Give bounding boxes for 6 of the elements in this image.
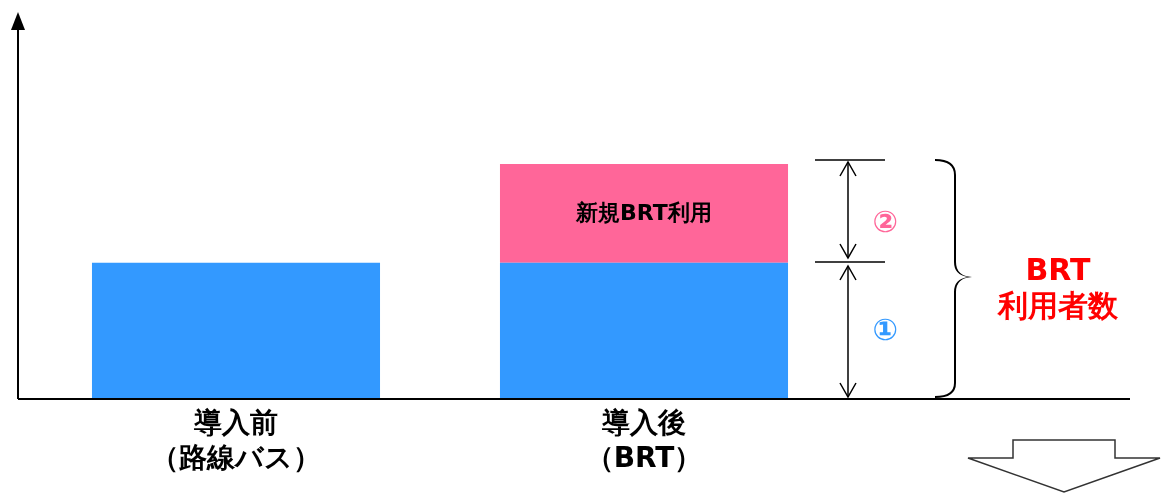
x-tick-label: 導入後（BRT） (585, 405, 703, 474)
x-tick-label: 導入前（路線バス） (151, 405, 321, 474)
annotation: BRT 利用者数 (998, 252, 1118, 324)
annotation: 新規BRT利用 (576, 200, 712, 227)
annotation: ② (872, 204, 898, 240)
annotation: ① (872, 312, 898, 348)
